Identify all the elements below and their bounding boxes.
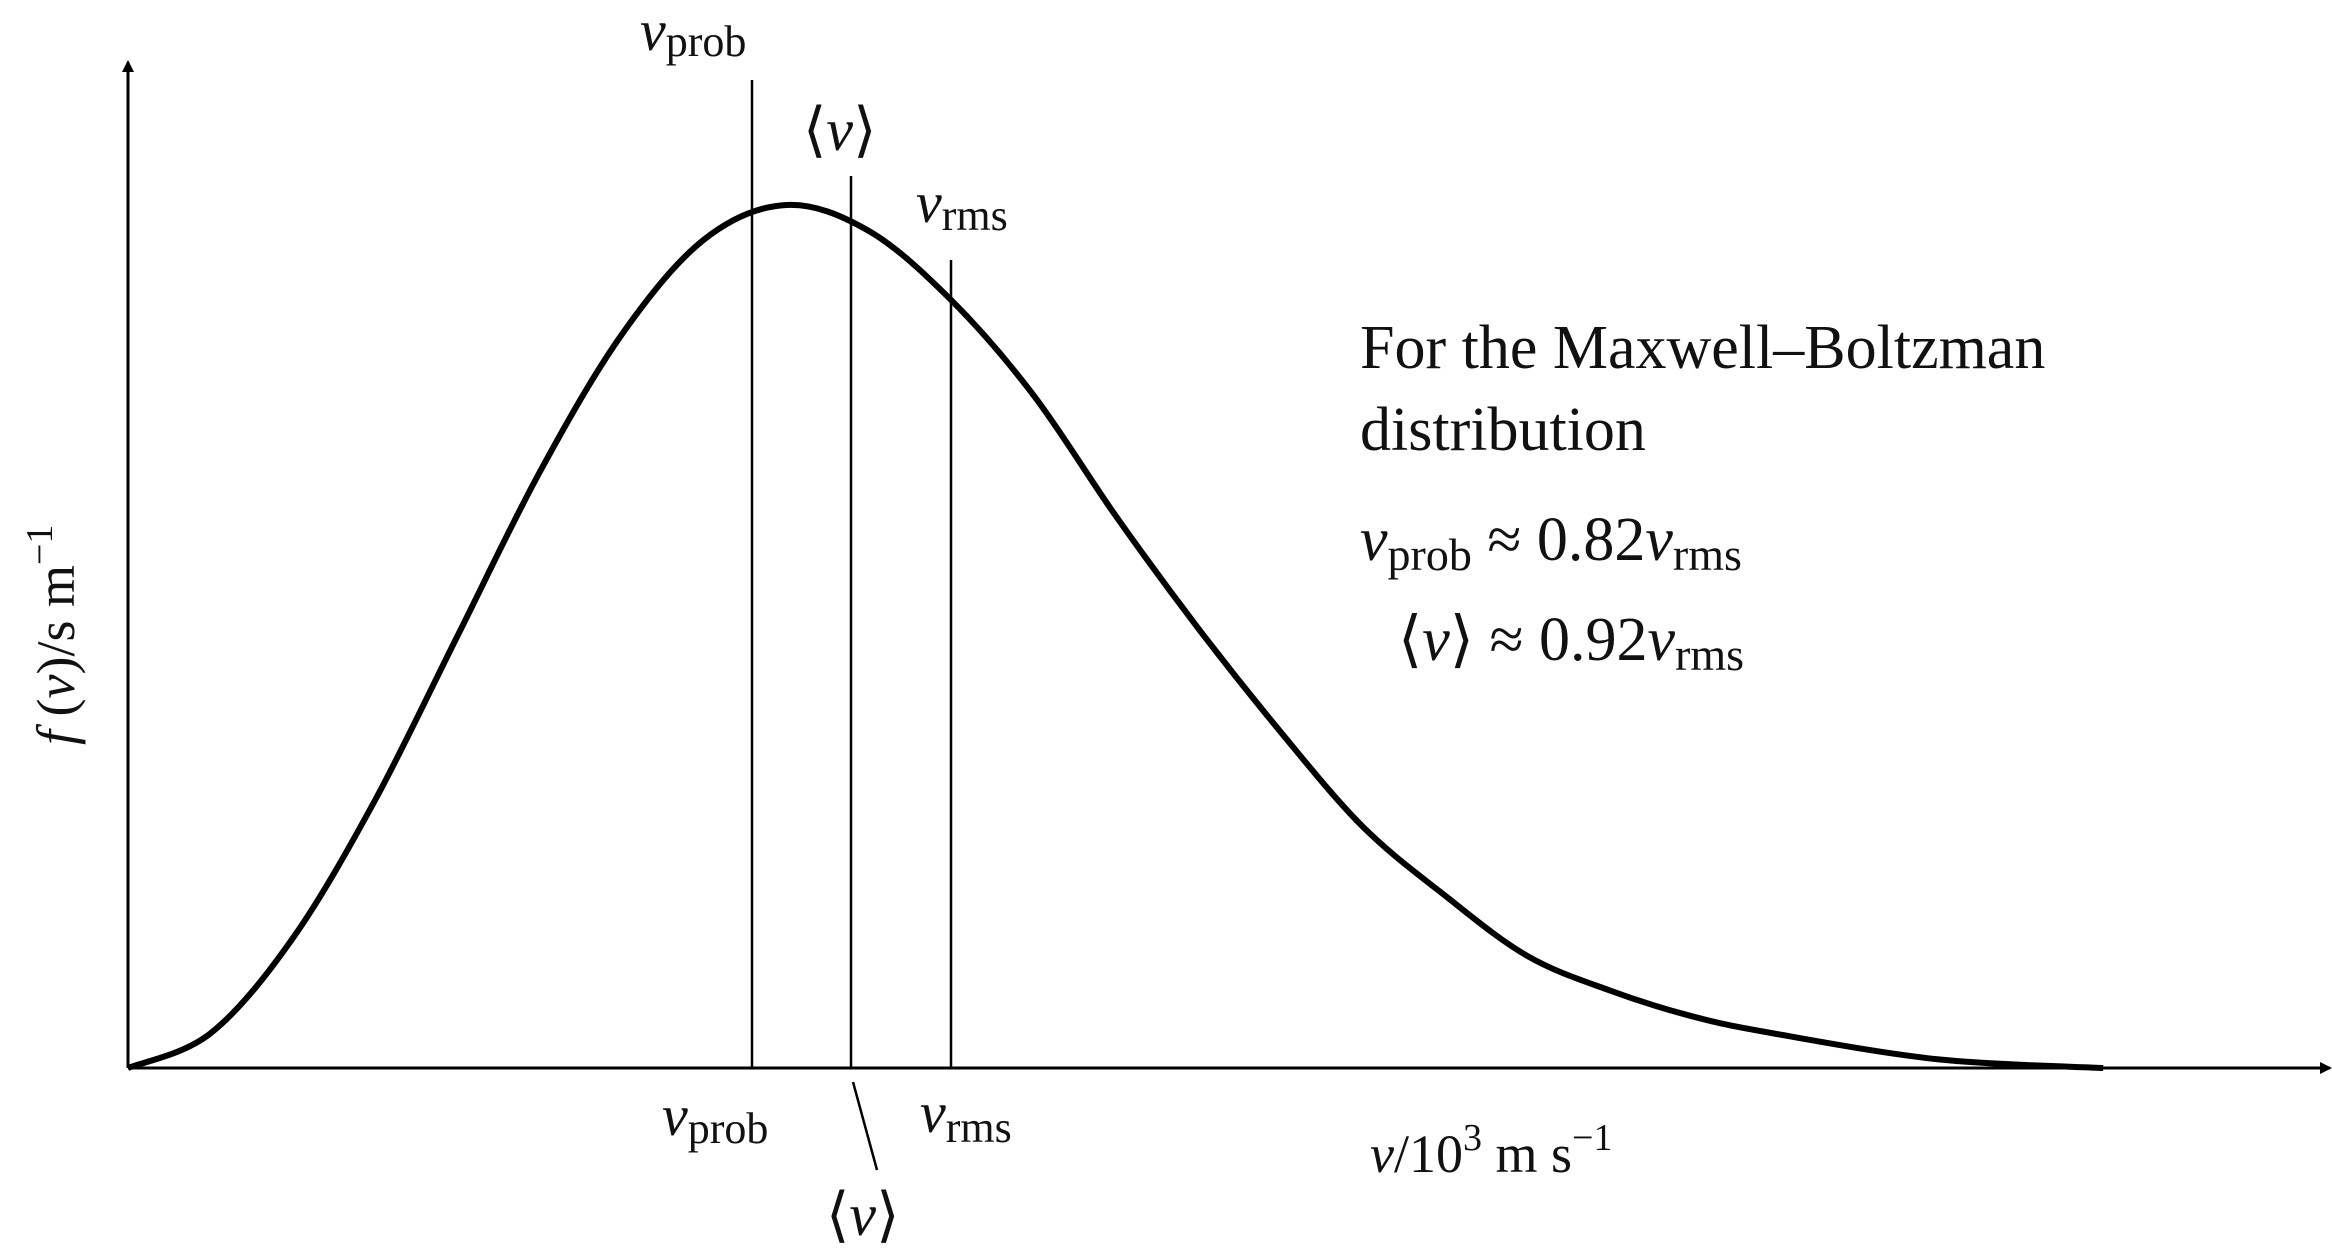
v-mean-bottom-label: ⟨v⟩ [826,1182,899,1248]
v-rms-bottom-label: vrms [920,1080,1012,1152]
annotation-line-2: distribution [1360,396,1646,464]
v-rms-top-label: vrms [916,170,1008,240]
v-prob-bottom-label: vprob [662,1083,768,1153]
v-prob-top-label: vprob [640,0,746,66]
v-mean-pointer [851,1081,879,1171]
y-axis-label: f (v)/s m−1 [19,525,86,745]
annotation-eq-prob: vprob ≈ 0.82vrms [1360,506,1742,580]
distribution-curve [126,201,2104,1071]
x-axis-label: v/103 m s−1 [1370,1117,1612,1184]
v-mean-top-label: ⟨v⟩ [803,97,876,163]
annotation-line-1: For the Maxwell–Boltzman [1360,314,2045,382]
annotation-eq-mean: ⟨v⟩ ≈ 0.92vrms [1398,606,1744,680]
